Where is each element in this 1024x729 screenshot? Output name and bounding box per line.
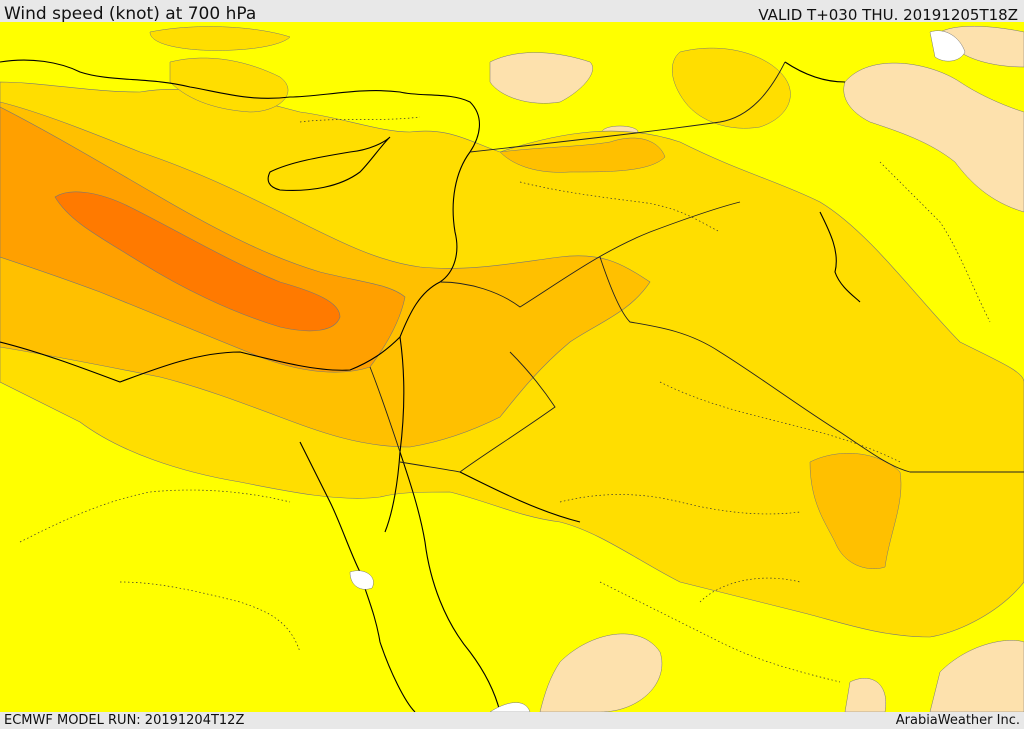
gale-wind-core: [54, 191, 341, 332]
calm-area: [539, 633, 663, 712]
calm-area: [489, 52, 593, 104]
country-borders: [369, 61, 1024, 473]
fresh-wind-area: [499, 137, 666, 173]
calm-area: [843, 62, 1024, 213]
calm-area: [929, 640, 1024, 712]
map-header: Wind speed (knot) at 700 hPa VALID T+030…: [0, 0, 1024, 24]
credit: ArabiaWeather Inc.: [895, 713, 1020, 728]
calm-area: [939, 25, 1024, 68]
wind-speed-map: [0, 22, 1024, 712]
very-calm-area: [929, 30, 966, 62]
model-run: ECMWF MODEL RUN: 20191204T12Z: [4, 713, 245, 728]
valid-time: VALID T+030 THU. 20191205T18Z: [758, 6, 1018, 24]
province-boundaries: [19, 116, 991, 683]
moderate-wind-area: [672, 47, 791, 129]
very-calm-area: [349, 570, 374, 590]
very-calm-area: [489, 702, 531, 712]
moderate-wind-area: [149, 26, 291, 51]
map-canvas: [0, 22, 1024, 712]
map-footer: ECMWF MODEL RUN: 20191204T12Z ArabiaWeat…: [0, 712, 1024, 729]
fresh-wind-area: [809, 453, 902, 569]
map-title: Wind speed (knot) at 700 hPa: [4, 4, 257, 24]
calm-area: [844, 678, 887, 712]
